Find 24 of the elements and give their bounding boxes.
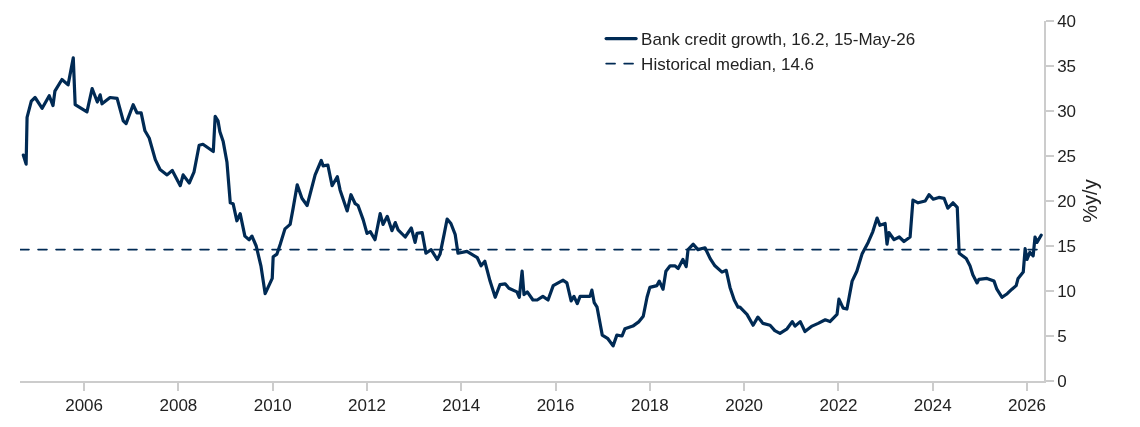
x-tick-label: 2024: [913, 396, 952, 416]
y-tick-label: 5: [1057, 326, 1067, 346]
x-tick-label: 2010: [253, 396, 292, 416]
y-tick-label: 0: [1057, 371, 1067, 391]
y-tick-label: 10: [1057, 281, 1077, 301]
y-tick-label: 35: [1057, 56, 1077, 76]
x-tick-label: 2014: [442, 396, 481, 416]
legend-label: Historical median, 14.6: [641, 55, 815, 75]
y-tick-label: 40: [1057, 11, 1077, 31]
x-tick-label: 2022: [819, 396, 858, 416]
x-tick-label: 2016: [536, 396, 575, 416]
line-series: [21, 56, 1043, 348]
y-tick-label: 30: [1057, 101, 1077, 121]
x-tick-label: 2006: [65, 396, 104, 416]
x-tick-label: 2026: [1008, 396, 1046, 416]
y-tick-label: 25: [1057, 146, 1077, 166]
y-tick-label: 15: [1057, 236, 1077, 256]
x-tick-label: 2012: [348, 396, 386, 416]
legend-label: Bank credit growth, 16.2, 15-May-26: [641, 30, 916, 50]
y-axis-title: %y/y: [1079, 179, 1102, 223]
x-tick-label: 2008: [159, 396, 198, 416]
x-tick-label: 2020: [725, 396, 764, 416]
y-tick-label: 20: [1057, 191, 1077, 211]
x-tick-label: 2018: [630, 396, 669, 416]
